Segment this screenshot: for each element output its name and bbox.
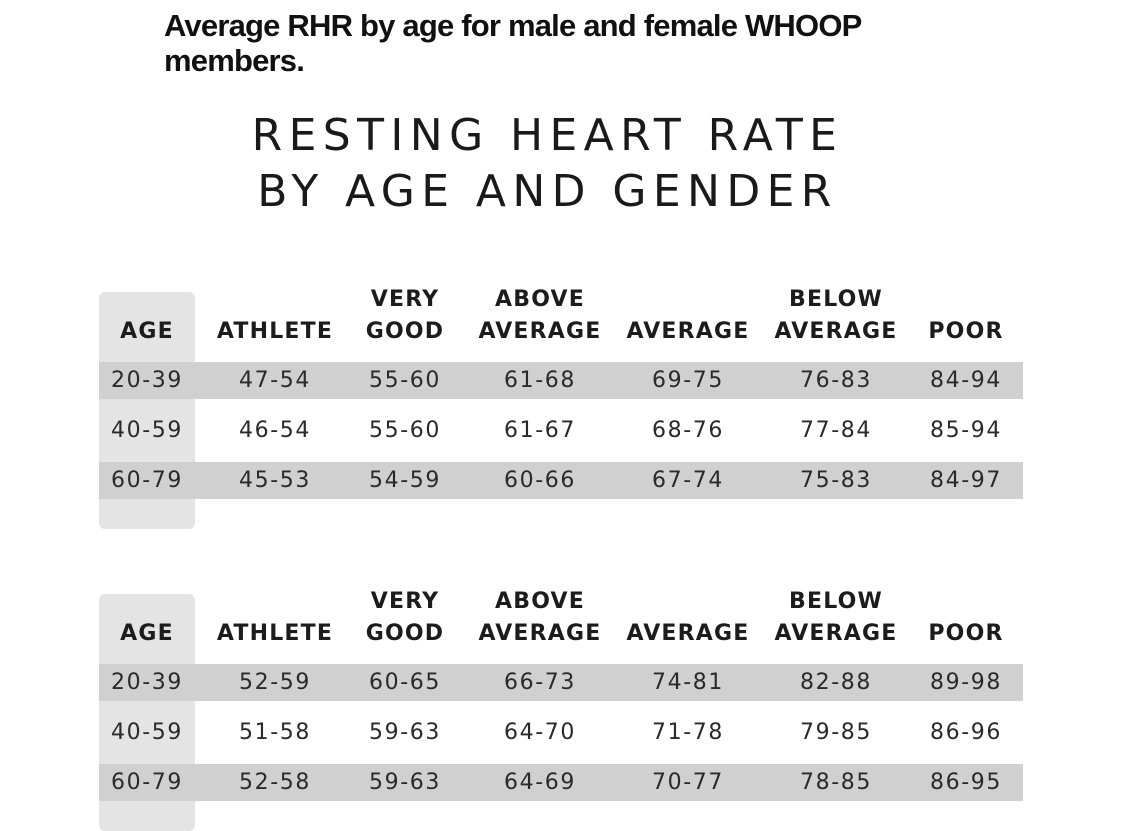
header-line: POOR: [928, 319, 1004, 344]
header-very-good: VERY GOOD: [355, 589, 455, 650]
cell-below-average: 82-88: [800, 670, 872, 695]
cell-above-average: 61-67: [504, 418, 576, 443]
header-below-average: BELOW AVERAGE: [769, 589, 903, 650]
cell-below-average: 78-85: [800, 770, 872, 795]
cell-very-good: 59-63: [369, 720, 441, 745]
cell-above-average: 61-68: [504, 368, 576, 393]
header-line: AVERAGE: [626, 621, 750, 646]
cell-poor: 85-94: [930, 418, 1002, 443]
cell-age: 20-39: [111, 368, 183, 393]
table-row: 60-79 52-58 59-63 64-69 70-77 78-85 86-9…: [99, 764, 1023, 801]
header-line: AGE: [120, 319, 174, 344]
table-row: 20-39 52-59 60-65 66-73 74-81 82-88 89-9…: [99, 664, 1023, 701]
header-line: BELOW: [789, 287, 883, 312]
cell-above-average: 66-73: [504, 670, 576, 695]
cell-very-good: 54-59: [369, 468, 441, 493]
caption: Average RHR by age for male and female W…: [164, 8, 862, 78]
cell-below-average: 77-84: [800, 418, 872, 443]
cell-age: 40-59: [111, 720, 183, 745]
cell-above-average: 64-70: [504, 720, 576, 745]
header-line: GOOD: [365, 621, 445, 646]
header-line: ABOVE: [495, 589, 585, 614]
header-line: ABOVE: [495, 287, 585, 312]
main-title: RESTING HEART RATE BY AGE AND GENDER: [0, 108, 1095, 220]
header-athlete: ATHLETE: [213, 292, 337, 348]
header-poor: POOR: [923, 292, 1009, 348]
header-line: ATHLETE: [216, 621, 334, 646]
cell-poor: 86-95: [930, 770, 1002, 795]
cell-above-average: 64-69: [504, 770, 576, 795]
header-line: AVERAGE: [774, 621, 898, 646]
header-line: GOOD: [365, 319, 445, 344]
header-line: AVERAGE: [626, 319, 750, 344]
cell-average: 71-78: [652, 720, 724, 745]
cell-age: 40-59: [111, 418, 183, 443]
cell-average: 69-75: [652, 368, 724, 393]
cell-poor: 89-98: [930, 670, 1002, 695]
cell-very-good: 59-63: [369, 770, 441, 795]
header-age: AGE: [99, 594, 195, 650]
cell-age: 60-79: [111, 770, 183, 795]
cell-very-good: 60-65: [369, 670, 441, 695]
header-above-average: ABOVE AVERAGE: [473, 589, 607, 650]
cell-poor: 84-97: [930, 468, 1002, 493]
header-average: AVERAGE: [625, 594, 751, 650]
main-title-line-2: BY AGE AND GENDER: [257, 166, 838, 217]
cell-age: 20-39: [111, 670, 183, 695]
main-title-line-1: RESTING HEART RATE: [251, 110, 844, 161]
cell-below-average: 79-85: [800, 720, 872, 745]
header-line: ATHLETE: [216, 319, 334, 344]
cell-athlete: 45-53: [239, 468, 311, 493]
header-age: AGE: [99, 292, 195, 348]
cell-athlete: 52-58: [239, 770, 311, 795]
cell-athlete: 52-59: [239, 670, 311, 695]
header-line: VERY: [370, 589, 440, 614]
header-line: BELOW: [789, 589, 883, 614]
header-line: AVERAGE: [478, 319, 602, 344]
header-line: POOR: [928, 621, 1004, 646]
cell-average: 67-74: [652, 468, 724, 493]
cell-above-average: 60-66: [504, 468, 576, 493]
cell-average: 68-76: [652, 418, 724, 443]
table-row: 20-39 47-54 55-60 61-68 69-75 76-83 84-9…: [99, 362, 1023, 399]
header-above-average: ABOVE AVERAGE: [473, 287, 607, 348]
cell-athlete: 46-54: [239, 418, 311, 443]
header-poor: POOR: [923, 594, 1009, 650]
header-very-good: VERY GOOD: [355, 287, 455, 348]
cell-average: 70-77: [652, 770, 724, 795]
header-below-average: BELOW AVERAGE: [769, 287, 903, 348]
cell-age: 60-79: [111, 468, 183, 493]
header-line: AVERAGE: [774, 319, 898, 344]
table-row: 40-59 51-58 59-63 64-70 71-78 79-85 86-9…: [99, 714, 1023, 751]
cell-below-average: 75-83: [800, 468, 872, 493]
cell-poor: 84-94: [930, 368, 1002, 393]
cell-average: 74-81: [652, 670, 724, 695]
header-average: AVERAGE: [625, 292, 751, 348]
cell-athlete: 47-54: [239, 368, 311, 393]
header-athlete: ATHLETE: [213, 594, 337, 650]
rhr-table-2: AGE ATHLETE VERY GOOD ABOVE AVERAGE AVER…: [99, 589, 1023, 831]
cell-very-good: 55-60: [369, 418, 441, 443]
cell-below-average: 76-83: [800, 368, 872, 393]
cell-athlete: 51-58: [239, 720, 311, 745]
cell-poor: 86-96: [930, 720, 1002, 745]
cell-very-good: 55-60: [369, 368, 441, 393]
table-row: 60-79 45-53 54-59 60-66 67-74 75-83 84-9…: [99, 462, 1023, 499]
table-row: 40-59 46-54 55-60 61-67 68-76 77-84 85-9…: [99, 412, 1023, 449]
header-line: AVERAGE: [478, 621, 602, 646]
header-line: AGE: [120, 621, 174, 646]
rhr-table-1: AGE ATHLETE VERY GOOD ABOVE AVERAGE AVER…: [99, 287, 1023, 529]
header-line: VERY: [370, 287, 440, 312]
